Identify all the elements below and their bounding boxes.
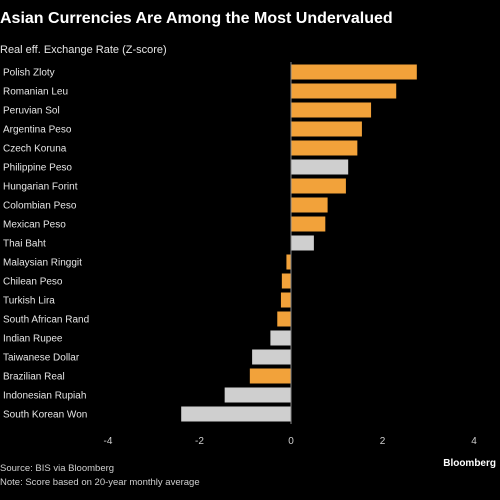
category-label: Philippine Peso xyxy=(3,163,72,174)
methodology-note: Note: Score based on 20-year monthly ave… xyxy=(0,477,200,488)
bar xyxy=(270,330,291,346)
bar xyxy=(291,140,358,156)
category-label: South African Rand xyxy=(3,315,89,326)
category-label: Taiwanese Dollar xyxy=(3,353,80,364)
bar xyxy=(291,64,417,80)
category-label: Colombian Peso xyxy=(3,201,77,212)
chart-subtitle: Real eff. Exchange Rate (Z-score) xyxy=(0,44,167,56)
category-label: Hungarian Forint xyxy=(3,182,78,193)
category-label: Czech Koruna xyxy=(3,144,67,155)
bar xyxy=(252,349,291,365)
category-label: Malaysian Ringgit xyxy=(3,258,82,269)
bar xyxy=(280,292,291,308)
chart-title: Asian Currencies Are Among the Most Unde… xyxy=(0,10,393,27)
category-label: Indonesian Rupiah xyxy=(3,391,86,402)
category-label: Turkish Lira xyxy=(3,296,55,307)
bar xyxy=(291,235,314,251)
category-label: Chilean Peso xyxy=(3,277,63,288)
bar xyxy=(291,216,326,232)
x-tick-label: 0 xyxy=(288,436,294,447)
source-note: Source: BIS via Bloomberg xyxy=(0,463,115,474)
x-tick-label: -4 xyxy=(104,436,113,447)
category-label: Brazilian Real xyxy=(3,372,65,383)
category-label: Romanian Leu xyxy=(3,87,68,98)
category-label: Mexican Peso xyxy=(3,220,66,231)
category-label: Peruvian Sol xyxy=(3,106,60,117)
bar xyxy=(277,311,291,327)
bar xyxy=(291,197,328,213)
bar xyxy=(281,273,291,289)
category-label: Indian Rupee xyxy=(3,334,63,345)
bar xyxy=(291,121,362,137)
category-label: Thai Baht xyxy=(3,239,46,250)
bar xyxy=(286,254,291,270)
bar xyxy=(291,178,346,194)
category-label: South Korean Won xyxy=(3,410,87,421)
x-tick-label: 4 xyxy=(471,436,477,447)
category-label: Polish Zloty xyxy=(3,68,55,79)
bar xyxy=(291,159,349,175)
category-label: Argentina Peso xyxy=(3,125,72,136)
bar xyxy=(224,387,291,403)
bar xyxy=(291,102,372,118)
x-tick-label: -2 xyxy=(195,436,204,447)
bar xyxy=(291,83,397,99)
bloomberg-logo: Bloomberg xyxy=(443,458,496,469)
bar xyxy=(181,406,291,422)
x-tick-label: 2 xyxy=(380,436,386,447)
bar xyxy=(249,368,291,384)
